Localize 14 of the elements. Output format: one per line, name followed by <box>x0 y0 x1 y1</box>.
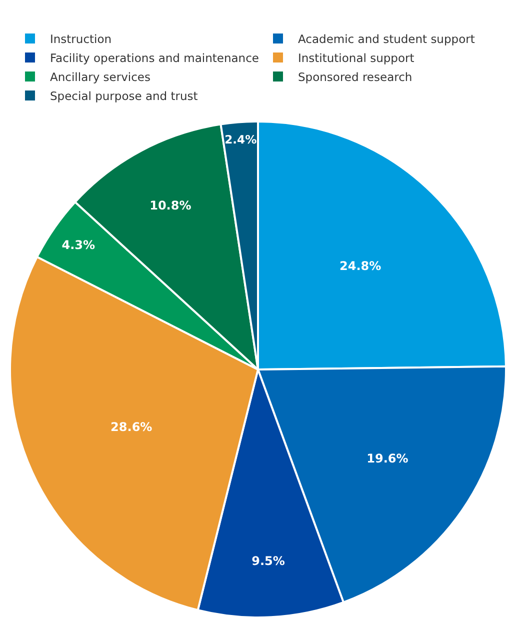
data-label: 19.6% <box>366 452 408 466</box>
legend-label: Sponsored research <box>298 70 412 84</box>
data-label: 10.8% <box>150 198 192 212</box>
data-label: 2.4% <box>224 132 258 146</box>
data-label: 4.3% <box>62 238 96 252</box>
legend-label: Special purpose and trust <box>50 88 198 103</box>
legend-label: Institutional support <box>298 50 415 65</box>
legend-label: Academic and student support <box>298 32 476 46</box>
legend-label: Ancillary services <box>50 70 150 84</box>
data-label: 24.8% <box>340 258 382 273</box>
data-label: 9.5% <box>252 554 285 568</box>
legend-label: Facility operations and maintenance <box>50 50 259 65</box>
data-label: 28.6% <box>110 420 152 434</box>
legend-label: Instruction <box>50 32 112 46</box>
